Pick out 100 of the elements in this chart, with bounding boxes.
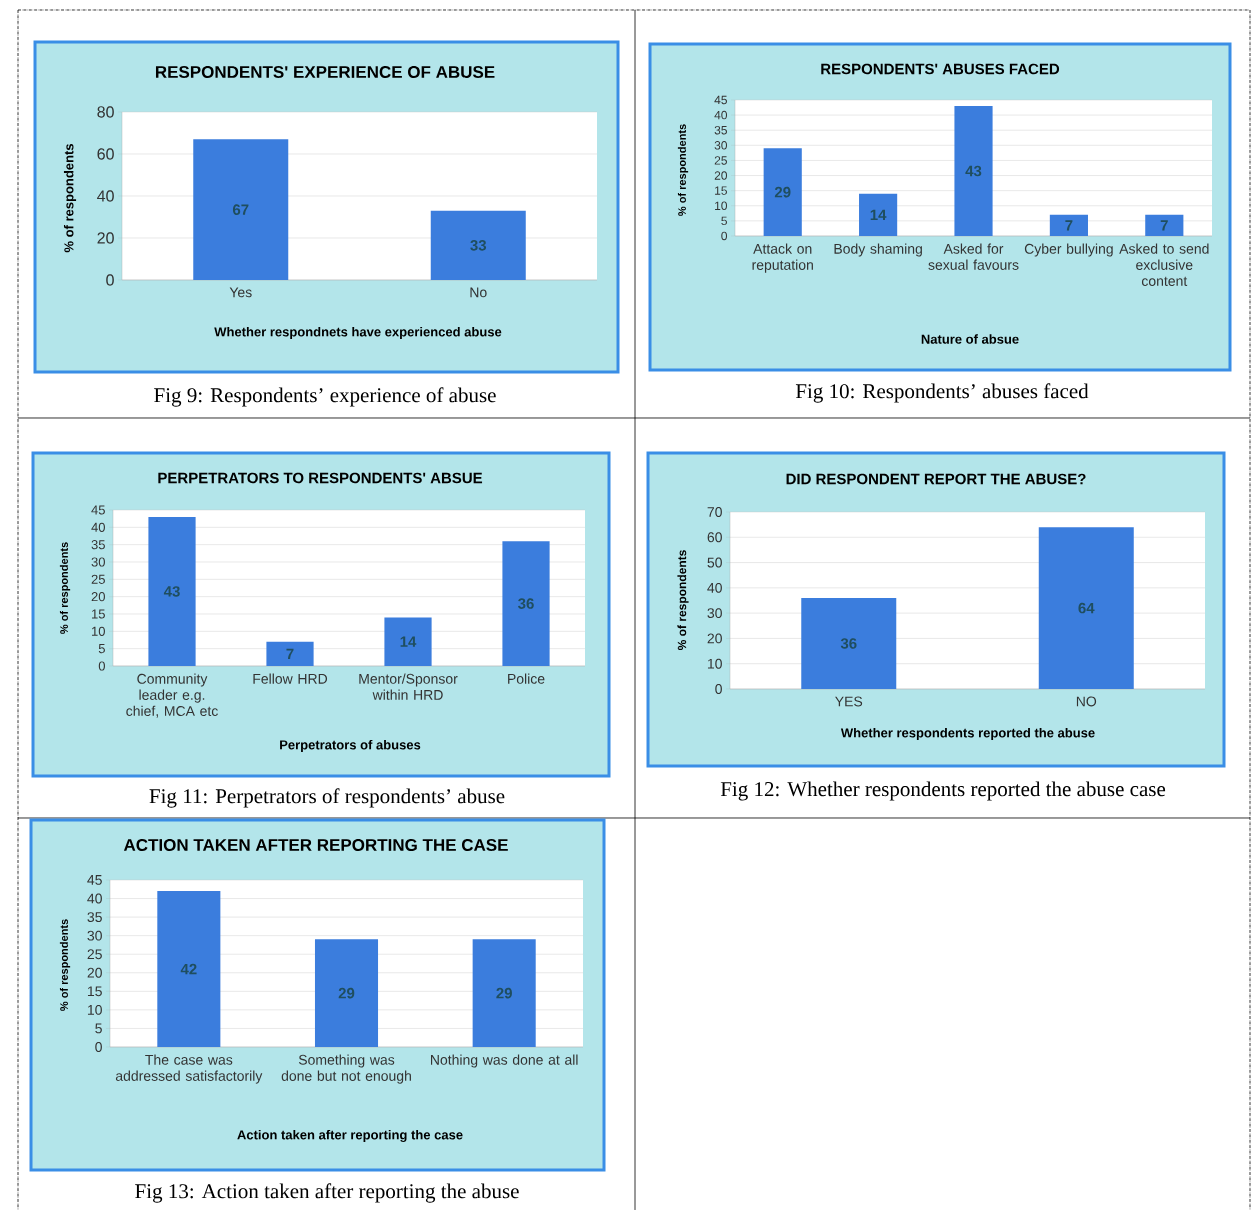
data-label: 36 (840, 638, 857, 649)
x-axis-title: Perpetrators of abuses (280, 739, 421, 753)
bar (266, 641, 314, 666)
x-tick-label: The case was addressed satisfactorily (115, 1054, 263, 1084)
x-tick-label: Fellow HRD (253, 673, 328, 684)
y-tick-label: 10 (715, 201, 728, 211)
x-tick-label: No (470, 287, 487, 298)
y-tick-label: 25 (714, 156, 727, 165)
data-label: 14 (400, 636, 417, 647)
y-tick-label: 50 (707, 557, 722, 568)
y-tick-label: 15 (715, 186, 727, 195)
data-label: 42 (180, 963, 197, 975)
y-tick-label: 40 (97, 190, 114, 202)
y-tick-label: 40 (714, 110, 728, 120)
data-label: 29 (338, 987, 355, 999)
y-tick-label: 10 (92, 626, 105, 636)
bar (1145, 214, 1184, 236)
y-tick-label: 20 (707, 633, 722, 644)
chart-title: ACTION TAKEN AFTER REPORTING THE CASE (123, 838, 508, 852)
y-tick-label: 30 (91, 557, 105, 567)
data-label: 7 (1160, 220, 1168, 231)
y-axis-title: % of respondents (59, 919, 71, 1011)
y-tick-label: 15 (92, 609, 105, 619)
y-tick-label: 40 (91, 522, 105, 532)
bar (859, 193, 898, 236)
x-tick-label: Attack on reputation (752, 243, 813, 273)
y-tick-label: 35 (91, 540, 105, 550)
y-tick-label: 45 (91, 505, 105, 515)
y-tick-label: 45 (714, 95, 727, 105)
y-tick-label: 20 (714, 171, 728, 180)
y-tick-label: 60 (97, 148, 114, 160)
y-axis-title: % of respondents (59, 542, 71, 634)
data-label: 67 (232, 204, 249, 215)
y-axis-title: % of respondents (677, 550, 689, 651)
chart-title: RESPONDENTS' ABUSES FACED (821, 63, 1060, 75)
data-label: 64 (1078, 602, 1095, 614)
x-tick-label: Asked for sexual favours (928, 243, 1019, 270)
x-tick-label: Police (508, 673, 545, 684)
bar (384, 617, 432, 666)
bar (763, 148, 802, 236)
caption: Fig 12: Whether respondents reported the abuse case (720, 781, 1166, 801)
x-axis-title: Whether respondnets have experienced abuse (214, 326, 502, 340)
data-label: 7 (286, 648, 294, 660)
x-tick-label: Nothing was done at all (431, 1054, 578, 1068)
y-tick-label: 0 (95, 1042, 102, 1052)
y-tick-label: 45 (87, 875, 102, 885)
y-tick-label: 5 (95, 1023, 102, 1034)
x-tick-label: Mentor/Sponsor within HRD (359, 673, 458, 700)
bar (1049, 214, 1088, 236)
caption: Fig 9: Respondents’ experience of abuse (154, 387, 496, 407)
chart-title: DID RESPONDENT REPORT THE ABUSE? (786, 473, 1086, 485)
caption: Fig 13: Action taken after reporting the abuse (135, 1183, 519, 1203)
x-tick-label: NO (1076, 696, 1097, 707)
y-tick-label: 0 (715, 684, 722, 694)
x-tick-label: Yes (229, 287, 252, 298)
x-tick-label: Cyber bullying (1024, 243, 1113, 257)
x-tick-label: Community leader e.g. chief, MCA etc (126, 673, 218, 718)
y-tick-label: 60 (707, 532, 722, 543)
y-tick-label: 10 (707, 658, 722, 669)
y-tick-label: 20 (91, 592, 105, 602)
x-tick-label: Something was done but not enough (281, 1054, 411, 1084)
chart-title: RESPONDENTS' EXPERIENCE OF ABUSE (155, 65, 495, 79)
data-label: 33 (470, 240, 487, 251)
y-tick-label: 15 (87, 986, 102, 997)
data-label: 43 (163, 586, 180, 597)
y-tick-label: 35 (714, 125, 727, 135)
y-tick-label: 0 (106, 274, 114, 286)
y-tick-label: 5 (721, 216, 727, 226)
bar (502, 541, 550, 666)
y-tick-label: 20 (97, 232, 114, 244)
y-tick-label: 5 (98, 644, 105, 654)
y-tick-label: 30 (87, 930, 102, 941)
x-axis-title: Whether respondents reported the abuse (840, 727, 1095, 741)
y-tick-label: 20 (87, 967, 102, 978)
x-tick-label: Asked to send exclusive content (1119, 243, 1209, 286)
data-label: 14 (870, 209, 887, 220)
y-tick-label: 30 (707, 608, 722, 619)
y-tick-label: 0 (721, 231, 728, 241)
chart-title: PERPETRATORS TO RESPONDENTS' ABSUE (158, 472, 483, 484)
y-axis-title: % of respondents (677, 124, 689, 216)
data-label: 43 (965, 165, 982, 177)
x-axis-title: Action taken after reporting the case (237, 1129, 463, 1143)
y-tick-label: 40 (87, 893, 102, 904)
y-tick-label: 10 (87, 1004, 102, 1015)
caption: Fig 11: Perpetrators of respondents’ abuse (149, 788, 505, 808)
data-label: 29 (774, 186, 791, 198)
y-tick-label: 30 (714, 141, 728, 150)
x-axis-title: Nature of absue (921, 334, 1019, 344)
y-tick-label: 35 (87, 912, 102, 923)
caption: Fig 10: Respondents’ abuses faced (795, 383, 1089, 403)
y-tick-label: 25 (91, 574, 105, 584)
x-tick-label: Body shaming (834, 243, 922, 257)
x-tick-label: YES (835, 696, 863, 707)
data-label: 36 (518, 598, 534, 609)
y-axis-title: % of respondents (63, 143, 77, 253)
data-label: 7 (1065, 220, 1073, 231)
y-tick-label: 40 (707, 582, 722, 593)
y-tick-label: 0 (98, 661, 105, 671)
y-tick-label: 25 (87, 949, 102, 960)
bar (148, 516, 196, 666)
